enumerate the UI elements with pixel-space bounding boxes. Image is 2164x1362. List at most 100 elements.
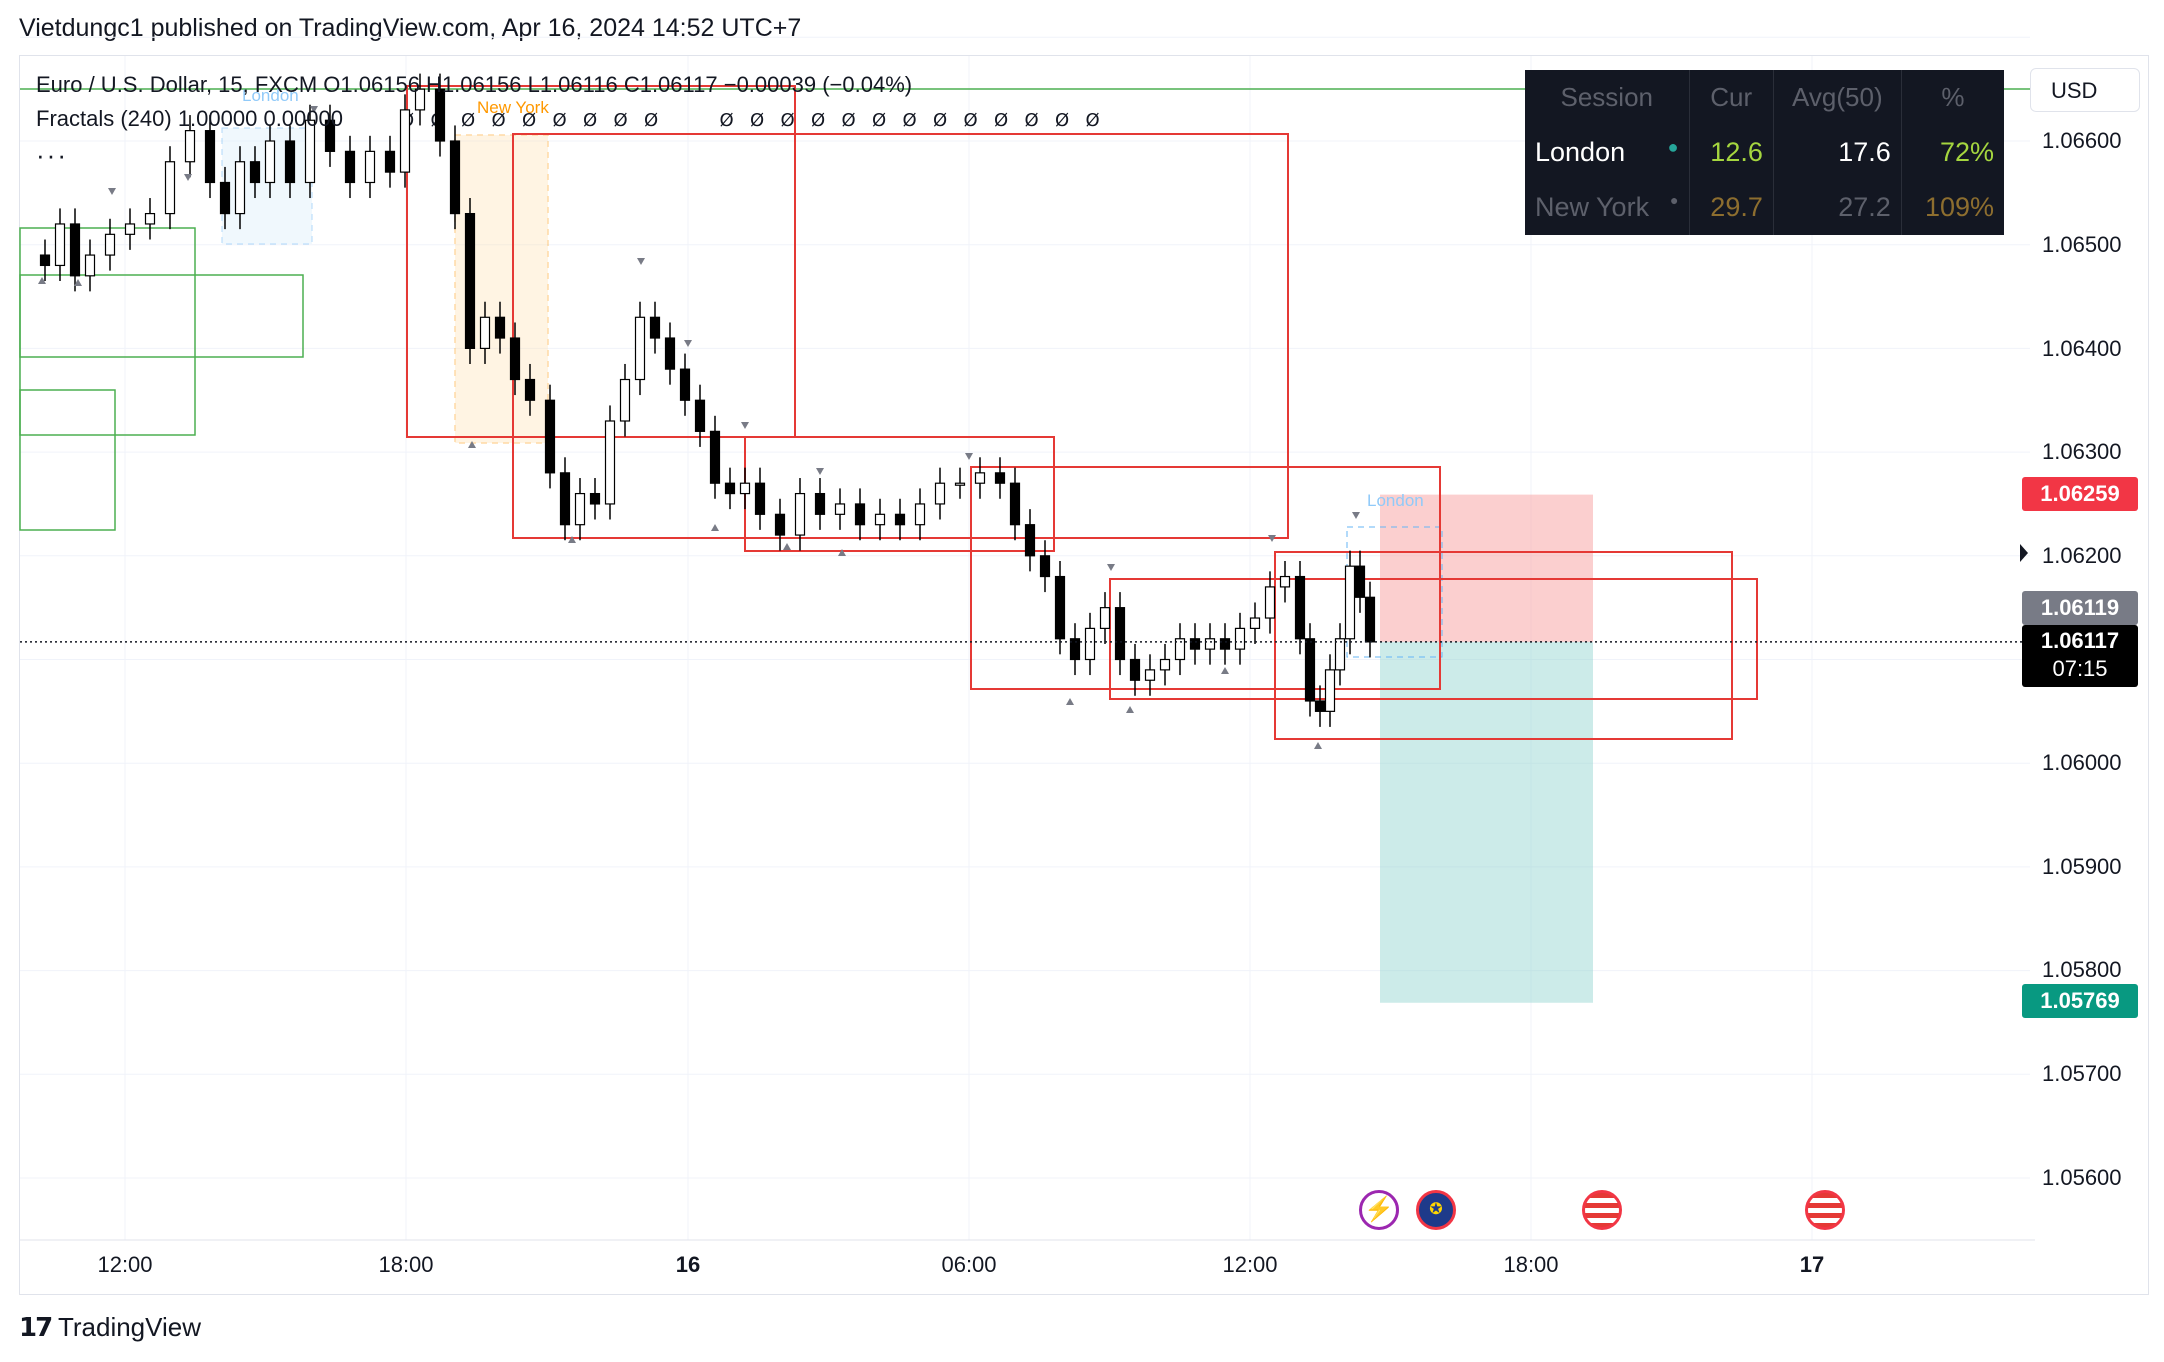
candle-body bbox=[364, 150, 376, 184]
candle-body bbox=[914, 503, 926, 526]
candle-body bbox=[1144, 669, 1156, 681]
red-structure-box bbox=[1109, 578, 1758, 700]
fractal-triangle bbox=[965, 453, 973, 460]
legend-more-button[interactable]: ··· bbox=[36, 140, 68, 170]
candle-body bbox=[1324, 669, 1336, 712]
session-avg: 17.6 bbox=[1772, 125, 1902, 180]
candle-body bbox=[754, 482, 766, 515]
us-flag-event-icon[interactable] bbox=[1805, 1190, 1845, 1230]
candle-body bbox=[1294, 575, 1306, 640]
candle-body bbox=[494, 316, 506, 339]
candle-body bbox=[1204, 638, 1216, 650]
candle-body bbox=[434, 88, 446, 142]
candle-body bbox=[544, 399, 556, 474]
us-flag-event-icon[interactable] bbox=[1582, 1190, 1622, 1230]
fractal-triangle bbox=[816, 468, 824, 475]
x-tick: 16 bbox=[675, 1252, 701, 1277]
new-york-name: New York bbox=[1535, 192, 1650, 222]
fractal-triangle bbox=[108, 188, 116, 195]
fractal-marker: Ø bbox=[553, 110, 567, 131]
x-tick: 18:00 bbox=[1503, 1252, 1559, 1277]
candle-body bbox=[1354, 565, 1366, 598]
candle-body bbox=[724, 482, 736, 495]
fractal-marker: Ø bbox=[1055, 110, 1069, 131]
fractal-triangle bbox=[1221, 667, 1229, 674]
candle-body bbox=[324, 119, 336, 152]
fractal-marker: Ø bbox=[964, 110, 978, 131]
fractal-triangle bbox=[310, 106, 318, 113]
session-pct: 109% bbox=[1900, 180, 2004, 235]
indicator-legend[interactable]: Fractals (240) 1.00000 0.00000 bbox=[36, 106, 343, 131]
fractal-triangle bbox=[1126, 706, 1134, 713]
fractal-marker: Ø bbox=[750, 110, 764, 131]
lightning-event-icon[interactable]: ⚡ bbox=[1359, 1190, 1399, 1230]
fractal-triangle bbox=[568, 536, 576, 543]
candle-body bbox=[449, 140, 461, 215]
candle-body bbox=[774, 513, 786, 536]
candle-body bbox=[184, 130, 196, 163]
candle-body bbox=[619, 378, 631, 422]
session-pct: 72% bbox=[1900, 125, 2004, 180]
fractal-triangle bbox=[1352, 512, 1360, 519]
currency-button[interactable]: USD bbox=[2030, 68, 2140, 112]
new-york-session-label: New York bbox=[477, 98, 549, 117]
candle-body bbox=[1054, 575, 1066, 640]
fractal-marker: Ø bbox=[842, 110, 856, 131]
candle-body bbox=[604, 420, 616, 505]
candle-body bbox=[834, 503, 846, 515]
candle-body bbox=[1219, 638, 1231, 650]
candle-body bbox=[694, 399, 706, 432]
y-tick: 1.05700 bbox=[2042, 1061, 2122, 1086]
candle-body bbox=[1249, 617, 1261, 629]
candle-body bbox=[994, 472, 1006, 484]
fractal-triangle bbox=[741, 422, 749, 429]
header-session: Session bbox=[1560, 82, 1654, 112]
y-tick: 1.06600 bbox=[2042, 128, 2122, 153]
fractal-triangle bbox=[1268, 535, 1276, 542]
candle-body bbox=[1234, 627, 1246, 650]
fractal-triangle bbox=[468, 441, 476, 448]
candle-body bbox=[814, 492, 826, 515]
candle-body bbox=[249, 161, 261, 184]
fractal-marker: Ø bbox=[994, 110, 1008, 131]
fractal-marker: Ø bbox=[522, 110, 536, 131]
symbol-legend[interactable]: Euro / U.S. Dollar, 15, FXCM O1.06156 H1… bbox=[36, 72, 913, 97]
candle-body bbox=[934, 482, 946, 505]
candle-body bbox=[54, 223, 66, 267]
candle-body bbox=[524, 378, 536, 401]
eu-flag-event-icon[interactable]: ✪ bbox=[1416, 1190, 1456, 1230]
fractal-marker: Ø bbox=[903, 110, 917, 131]
candle-body bbox=[974, 472, 986, 484]
candle-body bbox=[1039, 555, 1051, 578]
x-tick: 12:00 bbox=[97, 1252, 153, 1277]
fractal-triangle bbox=[637, 258, 645, 265]
green-structure-box bbox=[19, 274, 304, 358]
fractal-marker: Ø bbox=[492, 110, 506, 131]
candle-body bbox=[509, 337, 521, 381]
x-tick: 17 bbox=[1799, 1252, 1825, 1277]
candle-body bbox=[1159, 658, 1171, 671]
fractal-marker: Ø bbox=[614, 110, 628, 131]
current-price-value: 1.06117 bbox=[2040, 628, 2120, 653]
candle-body bbox=[589, 492, 601, 505]
tv-mark-icon: 𝟭𝟳 bbox=[19, 1313, 53, 1343]
london-session-label: London bbox=[1367, 491, 1424, 510]
candle-body bbox=[649, 316, 661, 339]
candle-body bbox=[104, 233, 116, 256]
fractal-marker: Ø bbox=[461, 110, 475, 131]
candle-body bbox=[234, 161, 246, 215]
candle-body bbox=[219, 181, 231, 215]
x-tick: 06:00 bbox=[941, 1252, 997, 1277]
london-name: London bbox=[1535, 137, 1626, 167]
candle-body bbox=[144, 212, 156, 225]
fractal-marker: Ø bbox=[1025, 110, 1039, 131]
candle-body bbox=[1304, 638, 1316, 702]
fractal-triangle bbox=[711, 524, 719, 531]
tradingview-logo[interactable]: 𝟭𝟳 TradingView bbox=[19, 1312, 201, 1343]
y-tick: 1.06200 bbox=[2042, 543, 2122, 568]
session-stats-table: Session Cur Avg(50) % London ● 12.6 17.6 … bbox=[1525, 70, 2004, 235]
session-name: London ● bbox=[1525, 125, 1689, 180]
price-marker-icon bbox=[2020, 544, 2028, 562]
fractal-triangle bbox=[184, 174, 192, 181]
